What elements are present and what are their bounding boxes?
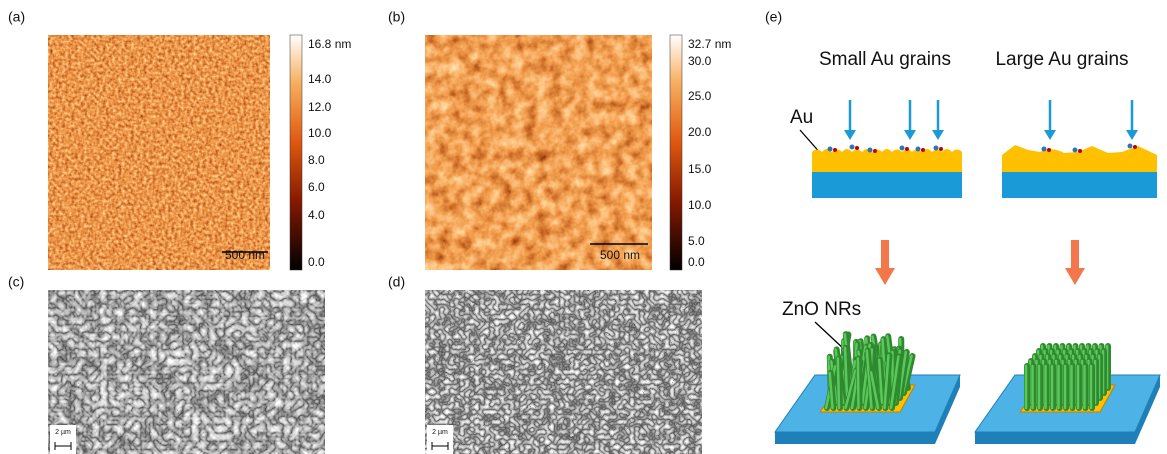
scale-bar-label: 500 nm — [225, 248, 265, 262]
molecule — [921, 148, 925, 152]
colorbar-label: 30.0 — [688, 54, 712, 68]
au-label: Au — [790, 107, 813, 128]
au-layer — [1002, 145, 1157, 172]
arrow — [1071, 240, 1079, 270]
colorbar-label: 10.0 — [688, 198, 712, 212]
colorbar-label: 32.7 nm — [688, 37, 731, 51]
molecule — [934, 146, 939, 151]
arrow-head — [904, 130, 916, 140]
substrate — [1002, 172, 1157, 198]
figure: (a) 500 nm 16.8 nm 14.0 12.0 10.0 8.0 6.0 4.0 0… — [0, 0, 1167, 454]
arrow-head — [875, 268, 895, 285]
arrow-head — [1065, 268, 1085, 285]
colorbar-label: 25.0 — [688, 89, 712, 103]
scale-bar-label: 2 µm — [55, 429, 71, 436]
au-layer — [812, 149, 962, 172]
nanorod — [858, 358, 859, 408]
sem-image — [425, 290, 702, 454]
molecule — [916, 147, 921, 152]
colorbar-label: 5.0 — [688, 234, 705, 248]
molecule — [1078, 149, 1082, 153]
colorbar-label: 12.0 — [308, 100, 332, 114]
sem-image — [48, 290, 325, 454]
panel-label: (e) — [765, 9, 782, 25]
scale-bar-label: 500 nm — [600, 248, 640, 262]
molecule — [1042, 147, 1047, 152]
column-title: Small Au grains — [819, 49, 951, 70]
nanorod — [838, 358, 839, 408]
pointer — [815, 322, 845, 350]
arrow-head — [844, 130, 856, 140]
molecule — [1047, 148, 1051, 152]
molecule — [850, 145, 855, 150]
substrate — [812, 172, 962, 198]
panel-label: (a) — [8, 9, 25, 25]
colorbar-label: 0.0 — [688, 255, 705, 269]
molecule — [873, 149, 877, 153]
arrow-head — [1126, 130, 1138, 140]
molecule — [1128, 144, 1133, 149]
molecule — [900, 146, 905, 151]
scale-bar-label: 2 µm — [432, 429, 448, 436]
arrow-head — [932, 130, 944, 140]
molecule — [833, 148, 837, 152]
arrow — [881, 240, 889, 270]
colorbar — [670, 35, 682, 270]
panel-label: (d) — [388, 274, 405, 290]
column-title: Large Au grains — [995, 49, 1128, 70]
colorbar-label: 15.0 — [688, 162, 712, 176]
molecule — [1073, 148, 1078, 153]
colorbar-label: 10.0 — [308, 126, 332, 140]
molecule — [855, 146, 859, 150]
molecule — [1133, 145, 1137, 149]
afm-image — [425, 35, 652, 270]
molecule — [905, 147, 909, 151]
molecule — [868, 148, 873, 153]
afm-image — [48, 35, 270, 270]
panel-label: (b) — [388, 9, 405, 25]
colorbar — [290, 35, 302, 270]
colorbar-label: 20.0 — [688, 125, 712, 139]
arrow-head — [1044, 130, 1056, 140]
colorbar-label: 4.0 — [308, 208, 325, 222]
zno-label: ZnO NRs — [782, 299, 861, 320]
molecule — [828, 147, 833, 152]
colorbar-label: 0.0 — [308, 255, 325, 269]
panel-label: (c) — [8, 274, 24, 290]
colorbar-label: 16.8 nm — [308, 37, 351, 51]
colorbar-label: 6.0 — [308, 180, 325, 194]
molecule — [939, 147, 943, 151]
colorbar-label: 8.0 — [308, 153, 325, 167]
colorbar-label: 14.0 — [308, 72, 332, 86]
